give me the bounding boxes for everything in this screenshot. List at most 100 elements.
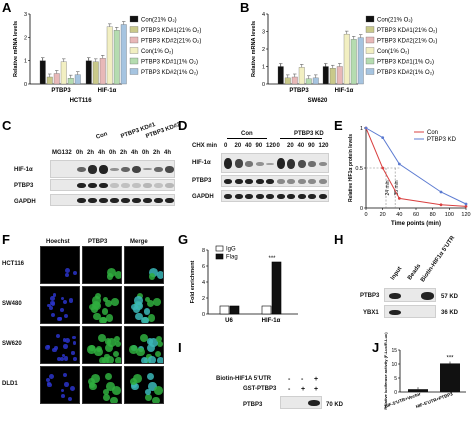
d-time-label: 120 [318, 143, 329, 149]
cell-line-label: HCT116 [70, 98, 93, 104]
d-band [224, 179, 232, 184]
c-band [99, 165, 108, 174]
y-tick-label: 3 [24, 12, 27, 18]
f-cell [60, 357, 64, 362]
legend-entry: PTBP3 KD#2(21% O₂) [377, 39, 437, 45]
legend-entry: Con(21% O₂) [377, 18, 413, 24]
category-label: PTBP3 [51, 88, 71, 94]
panel-label-c: C [2, 118, 12, 133]
legend-entry: Con(21% O₂) [141, 18, 177, 24]
f-micrograph [124, 326, 164, 364]
h-blot-ptbp3 [384, 288, 436, 302]
f-cell [114, 340, 121, 348]
significance: *** [268, 256, 276, 262]
i-sign: + [314, 386, 319, 393]
f-cell [62, 338, 67, 343]
f-cell [144, 394, 152, 401]
f-cell [131, 303, 138, 311]
f-cell [57, 316, 62, 322]
f-cell [48, 305, 53, 310]
h-size-57: 57 KD [441, 294, 459, 300]
f-cell [102, 296, 108, 302]
h-row-ybx1: YBX1 [363, 310, 379, 316]
d-band [308, 160, 316, 167]
legend-entry: Flag [226, 255, 238, 261]
c-band [132, 198, 141, 203]
f-cell [87, 344, 97, 354]
c-band [99, 183, 108, 188]
bar [312, 77, 319, 85]
bar [336, 66, 343, 85]
bar [120, 24, 127, 85]
f-cell [102, 388, 109, 395]
y-axis-label: Relative mRNA levels [251, 21, 257, 77]
bar [261, 305, 272, 315]
c-band [88, 183, 97, 188]
f-micrograph [124, 246, 164, 284]
panel-label-i: I [178, 340, 182, 355]
panel-label-f: F [2, 232, 10, 247]
legend-entry: Con [427, 130, 438, 136]
legend-entry: IgG [226, 247, 236, 253]
bar [74, 74, 81, 85]
f-cell [131, 382, 139, 390]
y-tick-label: 3 [262, 30, 265, 36]
c-band [77, 166, 86, 172]
d-time-label: 20 [287, 143, 294, 149]
f-cell [60, 296, 64, 300]
f-cell [49, 374, 55, 380]
f-cell [72, 270, 77, 276]
d-row-ptbp3: PTBP3 [192, 178, 212, 184]
legend-swatch [215, 253, 224, 260]
y-tick-label: 2 [262, 47, 265, 53]
x-tick-label: 120 [461, 212, 470, 218]
annotation: 24 min [385, 180, 391, 195]
legend-swatch [215, 245, 224, 252]
panel-label-a: A [2, 0, 12, 15]
f-cell [63, 343, 68, 349]
f-row-label: DLD1 [2, 381, 18, 387]
legend-entry: PTBP3 KD#1(1% O₂) [377, 60, 434, 66]
x-tick-label: 80 [430, 212, 436, 218]
f-micrograph [82, 246, 122, 284]
c-time-label: 4h [164, 150, 172, 156]
c-band [154, 166, 163, 172]
panel-label-b: B [240, 0, 250, 15]
d-band [297, 179, 306, 184]
panel-g-chart: 0 2 4 6 8 Fold enrichment U6 HIF-1α *** IgG Flag [190, 245, 298, 324]
f-cell [148, 338, 158, 347]
c-band [154, 183, 163, 188]
legend-entry: PTBP3 KD#1(21% O₂) [141, 28, 201, 34]
f-cell [101, 307, 109, 315]
d-time-label: 90 [308, 143, 315, 149]
d-band [224, 194, 232, 199]
d-band [297, 194, 306, 199]
f-cell [64, 356, 69, 361]
f-cell [106, 273, 114, 280]
bar [229, 305, 240, 315]
f-micrograph [40, 326, 80, 364]
h-band [389, 310, 401, 315]
d-time-label: 90 [255, 143, 263, 149]
bar [357, 37, 364, 85]
f-micrograph [82, 366, 122, 404]
data-point [439, 203, 443, 207]
panel-label-g: G [178, 232, 189, 247]
y-tick-label: 0 [360, 206, 363, 212]
d-band [297, 159, 306, 168]
c-time-label: 4h [98, 150, 106, 156]
f-cell [129, 344, 139, 354]
x-tick-label: 100 [445, 212, 454, 218]
d-chx-label: CHX min [192, 143, 218, 149]
f-micrograph [124, 366, 164, 404]
f-cell [64, 273, 69, 278]
f-cell [156, 270, 163, 279]
c-group-con: Con [95, 131, 109, 141]
d-time-label: 0 [224, 143, 228, 149]
bar [99, 58, 106, 85]
i-size-70: 70 KD [326, 402, 344, 408]
i-row-ptbp3: PTBP3 [243, 402, 263, 408]
panel-label-j: J [372, 340, 380, 355]
f-cell [134, 296, 143, 305]
h-band [389, 293, 401, 299]
